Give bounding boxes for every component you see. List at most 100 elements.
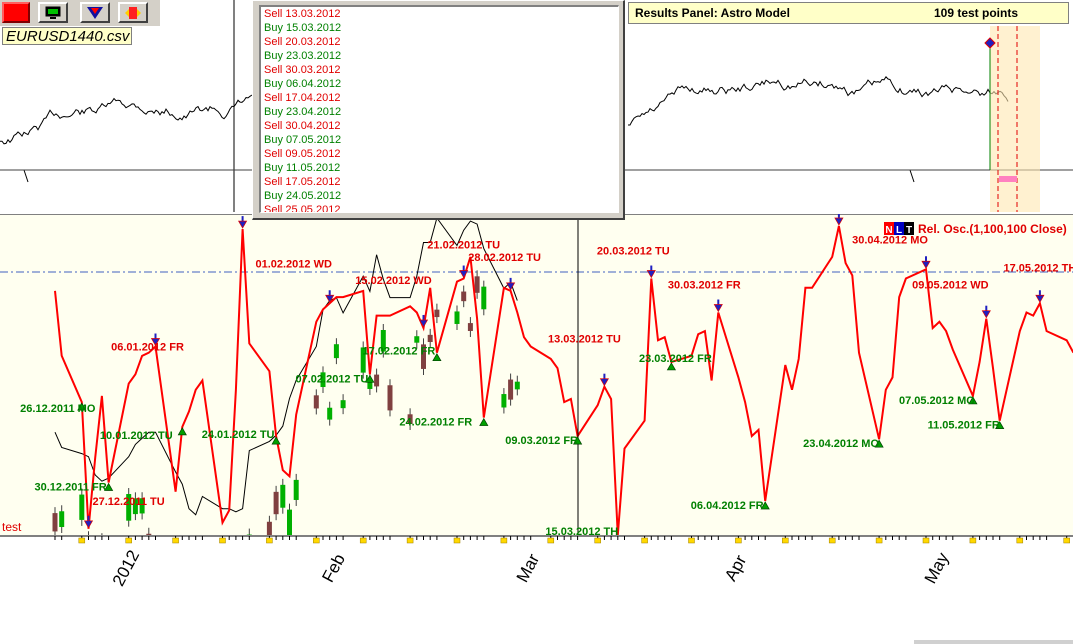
filter-button[interactable] [80, 2, 110, 23]
signal-list[interactable]: Sell 13.03.2012 Buy 15.03.2012 Sell 20.03.… [259, 5, 619, 213]
sell-arrow-icon [418, 319, 429, 328]
candlestick [481, 280, 487, 316]
signal-marker-sell[interactable]: 15.02.2012 WD [355, 275, 432, 328]
signal-list-item[interactable]: Sell 20.03.2012 [264, 36, 341, 48]
signal-list-item[interactable]: Sell 17.05.2012 [264, 176, 341, 188]
week-marker [641, 537, 648, 544]
sell-signal-label: 27.12.2011 TU [93, 496, 165, 508]
signal-list-item[interactable]: Buy 23.03.2012 [264, 50, 342, 62]
buy-signal-label: 23.04.2012 MO [803, 438, 879, 450]
candlestick [508, 373, 514, 406]
sell-signal-label: 21.02.2012 TU [427, 240, 500, 252]
sell-arrow-icon [150, 338, 161, 347]
week-marker [1063, 537, 1070, 544]
sell-signal-label: 15.02.2012 WD [355, 275, 431, 287]
signal-marker-buy[interactable]: 07.02.2012 TU [296, 373, 375, 385]
horizontal-scrollbar[interactable] [914, 640, 1073, 644]
signal-marker-buy[interactable]: 24.01.2012 TU [202, 429, 281, 445]
red-square-button[interactable] [2, 2, 30, 23]
signal-list-item[interactable]: Sell 30.04.2012 [264, 120, 341, 132]
signal-marker-sell[interactable]: 17.04.2012 TU [767, 214, 844, 226]
sell-signal-label: 13.03.2012 TU [548, 334, 621, 346]
signal-marker-sell[interactable]: 06.01.2012 FR [111, 333, 184, 354]
signal-marker-sell[interactable]: 01.02.2012 WD [255, 258, 335, 303]
week-marker [406, 537, 414, 544]
buy-arrow-icon [365, 374, 375, 383]
signal-list-item[interactable]: Sell 09.05.2012 [264, 148, 341, 160]
signal-marker-buy[interactable]: 26.12.2011 MO [20, 402, 96, 415]
overview-pink-bar [999, 176, 1017, 182]
legend-badge-t-text: T [906, 225, 912, 236]
signal-list-window[interactable]: Sell 13.03.2012 Buy 15.03.2012 Sell 20.03.… [252, 0, 625, 220]
signal-list-item[interactable]: Sell 25.05.2012 [264, 204, 341, 213]
week-marker [125, 537, 132, 544]
sell-signal-label: 17.05.2012 TH [1004, 262, 1073, 274]
sell-arrow-icon [921, 260, 931, 269]
week-marker [266, 537, 273, 544]
buy-arrow-icon [432, 352, 442, 362]
signal-list-item[interactable]: Sell 17.04.2012 [264, 92, 341, 104]
sell-arrow-icon [834, 217, 844, 226]
signal-list-item[interactable]: Buy 23.04.2012 [264, 106, 342, 118]
buy-arrow-icon [103, 482, 114, 491]
signal-list-item[interactable]: Buy 15.03.2012 [264, 22, 342, 34]
signal-marker-buy[interactable]: 24.02.2012 FR [399, 417, 489, 429]
week-marker [969, 537, 977, 544]
signal-marker-sell[interactable]: 30.04.2012 MO [852, 234, 931, 269]
oscillator-line [54, 225, 1073, 536]
buy-arrow-icon [479, 417, 489, 426]
results-panel-title: Results Panel: Astro Model [635, 6, 790, 20]
candlestick [293, 473, 299, 506]
signal-marker-sell[interactable]: 21.02.2012 TU [427, 240, 500, 279]
signal-marker-buy[interactable]: 17.02.2012 FR [363, 346, 442, 362]
monitor-button[interactable] [38, 2, 68, 23]
signal-marker-buy[interactable]: 11.05.2012 FR [928, 420, 1005, 432]
toolbar [0, 0, 160, 26]
signal-marker-sell[interactable]: 17.05.2012 TH [1004, 262, 1073, 303]
signal-list-item[interactable]: Buy 11.05.2012 [264, 162, 341, 174]
resize-button[interactable] [118, 2, 148, 23]
candlestick [414, 330, 420, 349]
week-marker [453, 537, 461, 544]
buy-arrow-icon [874, 439, 884, 448]
legend-badge-t [904, 222, 914, 235]
signal-marker-buy[interactable]: 09.03.2012 FR [505, 435, 583, 447]
week-marker [313, 537, 320, 544]
candlestick [59, 505, 65, 534]
signal-marker-buy[interactable]: 23.04.2012 MO [803, 438, 884, 450]
sell-arrow-icon [505, 282, 516, 291]
signal-marker-sell[interactable]: 09.05.2012 WD [912, 280, 991, 319]
week-marker [1016, 537, 1024, 544]
main-chart[interactable]: 27.12.2011 TU 06.01.2012 FR 19.01.2012 TH 0… [0, 214, 1073, 644]
signal-list-item[interactable]: Sell 13.03.2012 [264, 8, 341, 20]
legend-badge-l [894, 222, 904, 235]
signal-marker-buy[interactable]: 23.03.2012 FR [639, 353, 712, 371]
week-marker [688, 537, 695, 544]
signal-list-item[interactable]: Buy 24.05.2012 [264, 190, 342, 202]
signal-marker-sell[interactable]: 30.03.2012 FR [668, 280, 741, 313]
monitor-icon [45, 6, 61, 19]
signal-marker-buy[interactable]: 30.12.2011 FR [35, 481, 114, 493]
signal-marker-buy[interactable]: 06.04.2012 FR [691, 500, 770, 512]
week-marker [78, 537, 86, 544]
candlestick [360, 341, 366, 379]
signal-marker-sell[interactable]: 27.12.2011 TU [83, 496, 165, 529]
week-marker [875, 537, 883, 544]
week-marker [735, 537, 742, 544]
signal-marker-buy[interactable]: 07.05.2012 MO [899, 395, 978, 407]
signal-list-item[interactable]: Buy 07.05.2012 [264, 134, 342, 146]
signal-marker-sell[interactable]: 28.02.2012 TU [468, 252, 541, 291]
signal-marker-sell[interactable]: 13.03.2012 TU [548, 334, 621, 387]
buy-signal-label: 10.01.2012 TU [100, 430, 173, 442]
signal-marker-buy[interactable]: 10.01.2012 TU [100, 427, 187, 442]
signal-list-item[interactable]: Buy 06.04.2012 [264, 78, 342, 90]
signal-list-item[interactable]: Sell 30.03.2012 [264, 64, 341, 76]
signal-marker-sell[interactable]: 20.03.2012 TU [597, 246, 670, 279]
results-panel-header: Results Panel: Astro Model 109 test poin… [628, 2, 1069, 24]
week-marker [172, 537, 179, 544]
sell-signal-label: 20.03.2012 TU [597, 246, 670, 258]
signal-marker-sell[interactable]: 19.01.2012 TH [170, 214, 248, 229]
resize-arrows-icon [125, 6, 141, 19]
candlestick [514, 375, 520, 396]
